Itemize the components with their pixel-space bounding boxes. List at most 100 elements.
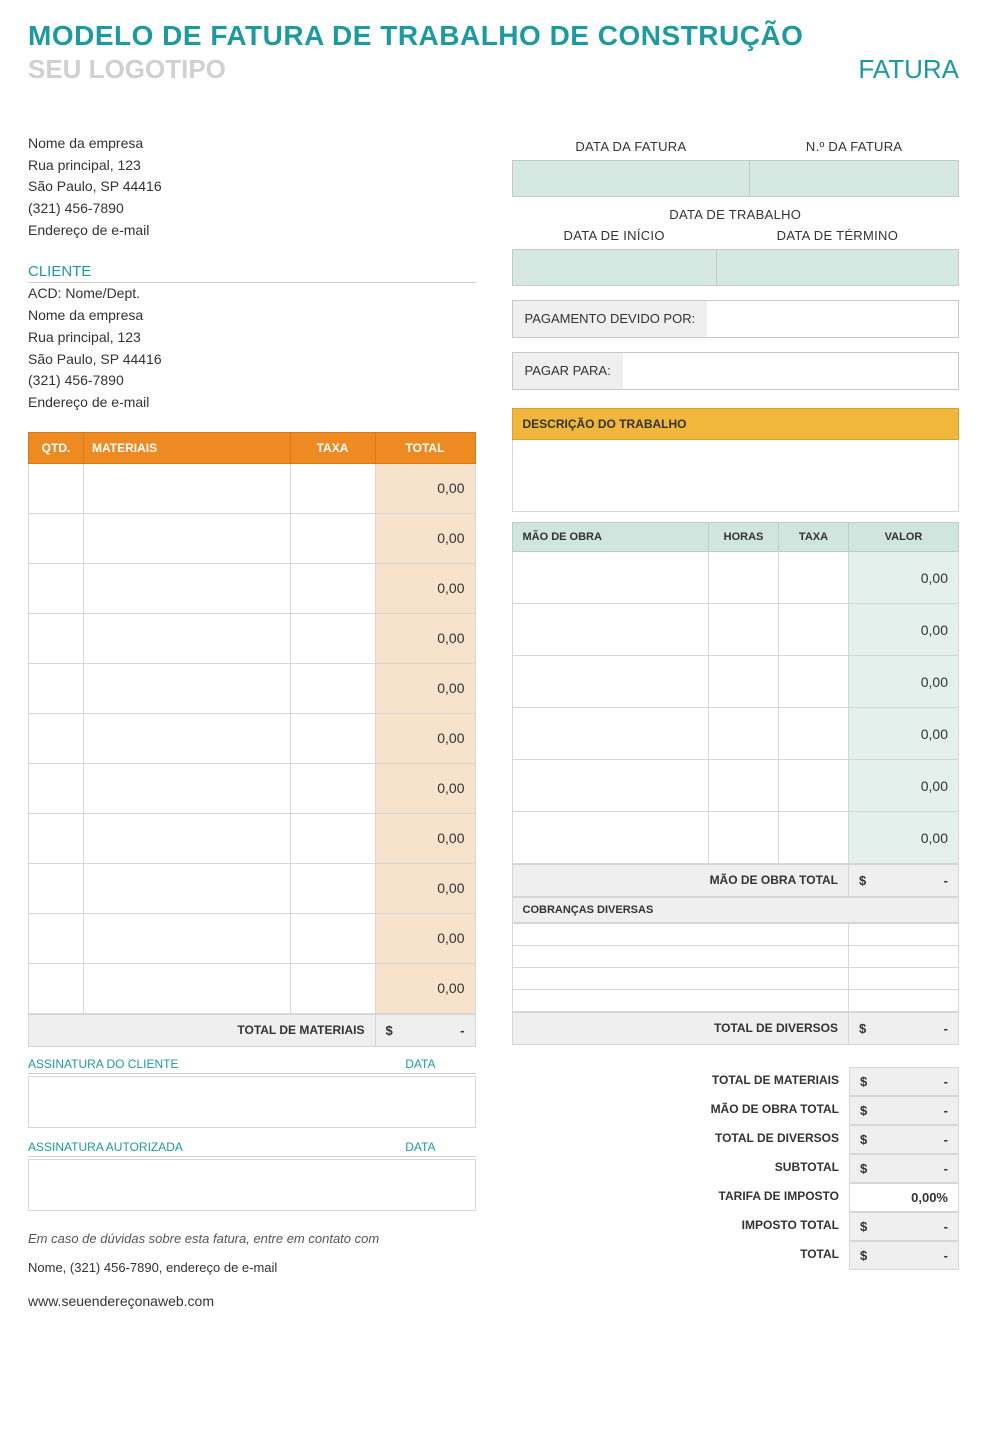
labor-desc-cell[interactable] — [512, 812, 709, 864]
materials-qty-cell[interactable] — [29, 663, 84, 713]
signature-date-label: DATA — [405, 1057, 475, 1071]
materials-item-cell[interactable] — [84, 763, 291, 813]
summary-label: TOTAL DE MATERIAIS — [629, 1067, 849, 1096]
summary-block: TOTAL DE MATERIAIS $- MÃO DE OBRA TOTAL … — [512, 1067, 960, 1270]
payment-due-field[interactable] — [707, 301, 958, 337]
end-date-field[interactable] — [716, 250, 958, 286]
materials-qty-cell[interactable] — [29, 563, 84, 613]
labor-rate-cell[interactable] — [779, 656, 849, 708]
auth-signature-label: ASSINATURA AUTORIZADA — [28, 1140, 183, 1154]
materials-rate-cell[interactable] — [290, 463, 375, 513]
labor-hours-cell[interactable] — [709, 604, 779, 656]
materials-rate-cell[interactable] — [290, 713, 375, 763]
summary-value: - — [944, 1248, 948, 1263]
misc-amount-cell[interactable] — [849, 924, 959, 946]
labor-hours-cell[interactable] — [709, 656, 779, 708]
labor-row: 0,00 — [512, 812, 959, 864]
misc-total-label: TOTAL DE DIVERSOS — [513, 1013, 849, 1044]
materials-total-cell: 0,00 — [375, 563, 475, 613]
materials-rate-cell[interactable] — [290, 963, 375, 1013]
invoice-label: FATURA — [858, 54, 959, 85]
materials-row: 0,00 — [29, 763, 476, 813]
materials-rate-cell[interactable] — [290, 663, 375, 713]
summary-label: SUBTOTAL — [629, 1154, 849, 1183]
summary-row: TOTAL DE DIVERSOS $- — [512, 1125, 960, 1154]
auth-signature-box[interactable] — [28, 1159, 476, 1211]
labor-rate-cell[interactable] — [779, 552, 849, 604]
labor-desc-cell[interactable] — [512, 760, 709, 812]
labor-desc-cell[interactable] — [512, 708, 709, 760]
labor-rate-cell[interactable] — [779, 604, 849, 656]
footer-note: Em caso de dúvidas sobre esta fatura, en… — [28, 1231, 476, 1246]
materials-qty-cell[interactable] — [29, 763, 84, 813]
materials-row: 0,00 — [29, 713, 476, 763]
labor-rate-cell[interactable] — [779, 760, 849, 812]
misc-desc-cell[interactable] — [512, 990, 849, 1012]
materials-total-cell: 0,00 — [375, 613, 475, 663]
misc-amount-cell[interactable] — [849, 990, 959, 1012]
materials-item-cell[interactable] — [84, 913, 291, 963]
summary-currency: $ — [860, 1132, 867, 1147]
misc-row — [512, 946, 959, 968]
materials-item-cell[interactable] — [84, 463, 291, 513]
misc-amount-cell[interactable] — [849, 968, 959, 990]
labor-desc-cell[interactable] — [512, 604, 709, 656]
labor-header-rate: TAXA — [779, 523, 849, 552]
materials-item-cell[interactable] — [84, 513, 291, 563]
misc-desc-cell[interactable] — [512, 968, 849, 990]
materials-rate-cell[interactable] — [290, 613, 375, 663]
materials-qty-cell[interactable] — [29, 513, 84, 563]
materials-qty-cell[interactable] — [29, 963, 84, 1013]
misc-amount-cell[interactable] — [849, 946, 959, 968]
materials-rate-cell[interactable] — [290, 913, 375, 963]
client-name: Nome da empresa — [28, 305, 476, 327]
materials-item-cell[interactable] — [84, 613, 291, 663]
start-date-field[interactable] — [512, 250, 716, 286]
labor-rate-cell[interactable] — [779, 708, 849, 760]
labor-hours-cell[interactable] — [709, 708, 779, 760]
materials-row: 0,00 — [29, 813, 476, 863]
materials-item-cell[interactable] — [84, 813, 291, 863]
materials-qty-cell[interactable] — [29, 613, 84, 663]
labor-hours-cell[interactable] — [709, 760, 779, 812]
company-address2: São Paulo, SP 44416 — [28, 176, 476, 198]
misc-row — [512, 990, 959, 1012]
summary-label: TOTAL — [629, 1241, 849, 1270]
labor-total-currency: $ — [859, 873, 866, 888]
materials-rate-cell[interactable] — [290, 813, 375, 863]
materials-rate-cell[interactable] — [290, 563, 375, 613]
company-address1: Rua principal, 123 — [28, 155, 476, 177]
materials-item-cell[interactable] — [84, 963, 291, 1013]
materials-qty-cell[interactable] — [29, 713, 84, 763]
labor-desc-cell[interactable] — [512, 656, 709, 708]
labor-hours-cell[interactable] — [709, 552, 779, 604]
summary-label: TOTAL DE DIVERSOS — [629, 1125, 849, 1154]
invoice-no-field[interactable] — [750, 161, 959, 197]
materials-qty-cell[interactable] — [29, 813, 84, 863]
materials-rate-cell[interactable] — [290, 513, 375, 563]
materials-item-cell[interactable] — [84, 563, 291, 613]
misc-desc-cell[interactable] — [512, 946, 849, 968]
materials-qty-cell[interactable] — [29, 913, 84, 963]
client-phone: (321) 456-7890 — [28, 370, 476, 392]
client-signature-box[interactable] — [28, 1076, 476, 1128]
materials-qty-cell[interactable] — [29, 863, 84, 913]
work-date-label: DATA DE TRABALHO — [512, 207, 960, 222]
materials-header-rate: TAXA — [290, 432, 375, 463]
invoice-date-field[interactable] — [512, 161, 750, 197]
labor-rate-cell[interactable] — [779, 812, 849, 864]
job-description-field[interactable] — [512, 440, 960, 512]
materials-qty-cell[interactable] — [29, 463, 84, 513]
labor-desc-cell[interactable] — [512, 552, 709, 604]
labor-hours-cell[interactable] — [709, 812, 779, 864]
materials-rate-cell[interactable] — [290, 763, 375, 813]
labor-amount-cell: 0,00 — [849, 760, 959, 812]
summary-value-cell: 0,00% — [849, 1183, 959, 1212]
materials-item-cell[interactable] — [84, 863, 291, 913]
pay-to-field[interactable] — [623, 353, 958, 389]
materials-item-cell[interactable] — [84, 663, 291, 713]
materials-item-cell[interactable] — [84, 713, 291, 763]
misc-desc-cell[interactable] — [512, 924, 849, 946]
job-description-header: DESCRIÇÃO DO TRABALHO — [512, 408, 960, 440]
materials-rate-cell[interactable] — [290, 863, 375, 913]
